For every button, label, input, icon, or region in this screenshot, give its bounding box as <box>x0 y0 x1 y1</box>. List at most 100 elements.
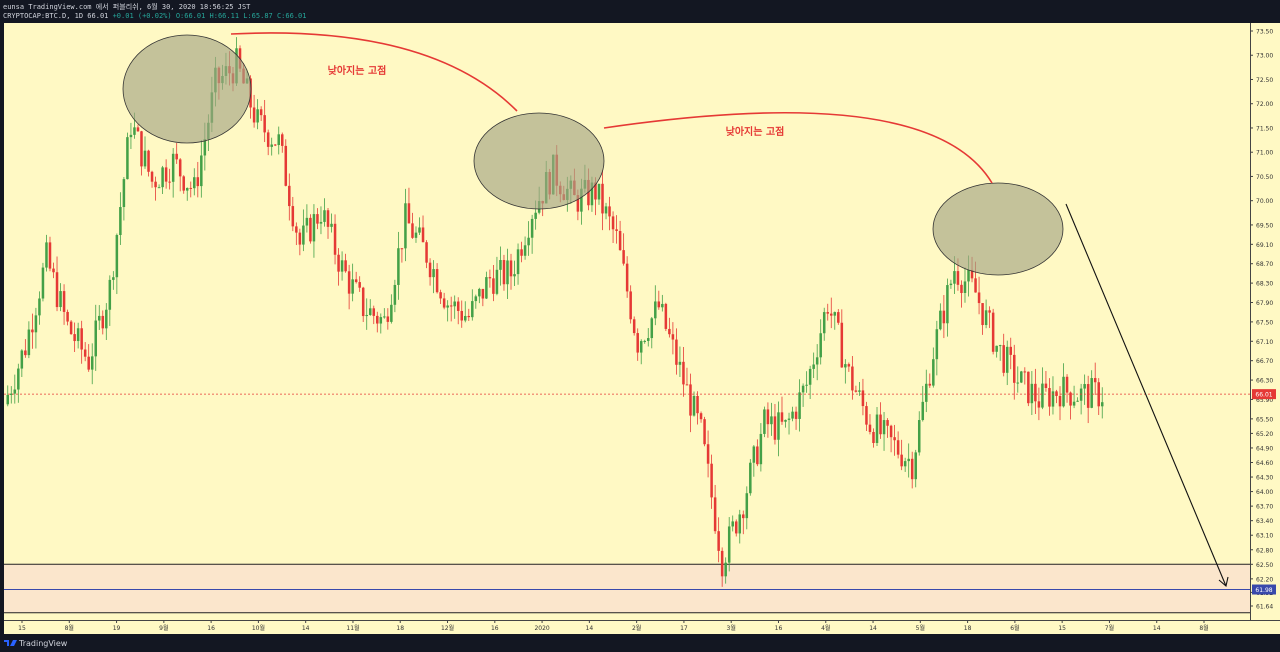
candle-body <box>119 207 122 236</box>
candle-body <box>368 308 372 315</box>
candle-body <box>259 109 263 116</box>
candle-body <box>456 301 460 311</box>
candle-body <box>383 316 386 318</box>
candle-body <box>594 182 597 200</box>
candle-body <box>960 284 963 293</box>
candle-body <box>692 395 696 416</box>
time-tick-label: 16 <box>775 625 783 632</box>
candle-body <box>196 177 200 187</box>
candle-body <box>495 269 499 294</box>
candle-body <box>731 521 734 527</box>
candle-body <box>513 274 516 277</box>
candle-body <box>136 127 140 132</box>
price-tick-label: 73.00 <box>1256 53 1273 60</box>
time-tick-label: 2월 <box>632 624 641 632</box>
candle-body <box>1079 388 1083 401</box>
candle-body <box>903 461 907 467</box>
candle-body <box>133 127 136 135</box>
candle-body <box>449 305 453 307</box>
candle-body <box>689 384 692 416</box>
candle-body <box>31 329 34 333</box>
candle-body <box>534 212 537 219</box>
candle-body <box>112 277 115 280</box>
candle-body <box>907 458 910 462</box>
candle-body <box>175 153 178 160</box>
candle-body <box>1013 354 1016 383</box>
time-tick-label: 12월 <box>441 624 454 632</box>
brand-name: TradingView <box>19 639 68 648</box>
candle-body <box>55 272 59 308</box>
candle-body <box>1041 383 1044 408</box>
candle-body <box>844 364 847 368</box>
candle-body <box>808 368 812 385</box>
time-tick-label: 18 <box>964 625 972 632</box>
candle-body <box>710 463 713 498</box>
candle-body <box>756 446 759 465</box>
candle-body <box>302 225 305 245</box>
price-tick-label: 67.50 <box>1256 319 1273 326</box>
candle-body <box>1016 382 1020 384</box>
candle-body <box>115 235 119 278</box>
candle-body <box>861 390 865 407</box>
candle-body <box>284 145 288 186</box>
candle-body <box>76 328 80 342</box>
candle-body <box>154 181 157 188</box>
candle-body <box>347 271 351 294</box>
time-tick-label: 7월 <box>1105 624 1114 632</box>
candle-body <box>94 320 97 357</box>
publish-info: eunsa TradingView.com 에서 퍼블리쉬, 6월 30, 20… <box>3 3 251 11</box>
lower-high-arc <box>230 32 518 112</box>
candle-body <box>354 279 358 283</box>
candle-body <box>682 361 685 385</box>
time-tick-label: 15 <box>18 625 26 632</box>
candle-body <box>34 315 38 333</box>
candle-body <box>1002 345 1005 373</box>
candle-body <box>819 333 822 358</box>
candle-body <box>27 329 31 356</box>
candle-body <box>101 315 105 329</box>
price-tick-label: 67.10 <box>1256 339 1273 346</box>
candle-body <box>1037 401 1041 408</box>
candle-body <box>439 292 442 299</box>
candle-body <box>499 260 502 270</box>
candle-body <box>734 521 738 534</box>
footer-bar: TradingView <box>0 634 1280 652</box>
candle-body <box>815 357 819 365</box>
candle-body <box>1044 383 1048 388</box>
candle-body <box>516 249 520 275</box>
candle-body <box>632 319 636 334</box>
time-tick-label: 11월 <box>346 624 359 632</box>
candle-body <box>203 139 207 156</box>
candle-body <box>900 454 903 467</box>
candle-body <box>872 431 875 444</box>
candle-body <box>738 514 742 534</box>
candle-body <box>150 171 154 182</box>
candle-body <box>411 223 414 238</box>
candle-body <box>1065 376 1069 393</box>
candle-body <box>720 550 724 577</box>
candle-body <box>717 531 720 551</box>
candle-body <box>316 214 319 224</box>
candle-body <box>970 269 974 279</box>
candle-body <box>105 309 108 329</box>
candle-body <box>266 132 270 147</box>
price-tick-label: 69.10 <box>1256 242 1273 249</box>
price-tick-label: 72.50 <box>1256 77 1273 84</box>
candle-body <box>428 262 432 278</box>
candle-body <box>1055 391 1058 396</box>
candle-body <box>1062 376 1065 407</box>
candle-body <box>1048 387 1051 407</box>
candle-body <box>471 301 474 318</box>
candle-body <box>1076 400 1079 402</box>
candle-body <box>464 315 467 321</box>
candle-body <box>854 390 858 392</box>
candle-body <box>442 298 446 308</box>
price-tick-label: 66.30 <box>1256 378 1273 385</box>
candle-body <box>914 452 917 480</box>
candle-body <box>875 414 879 444</box>
candle-body <box>946 285 949 324</box>
candle-body <box>727 526 731 563</box>
time-tick-label: 10월 <box>252 624 265 632</box>
candle-body <box>372 308 376 316</box>
